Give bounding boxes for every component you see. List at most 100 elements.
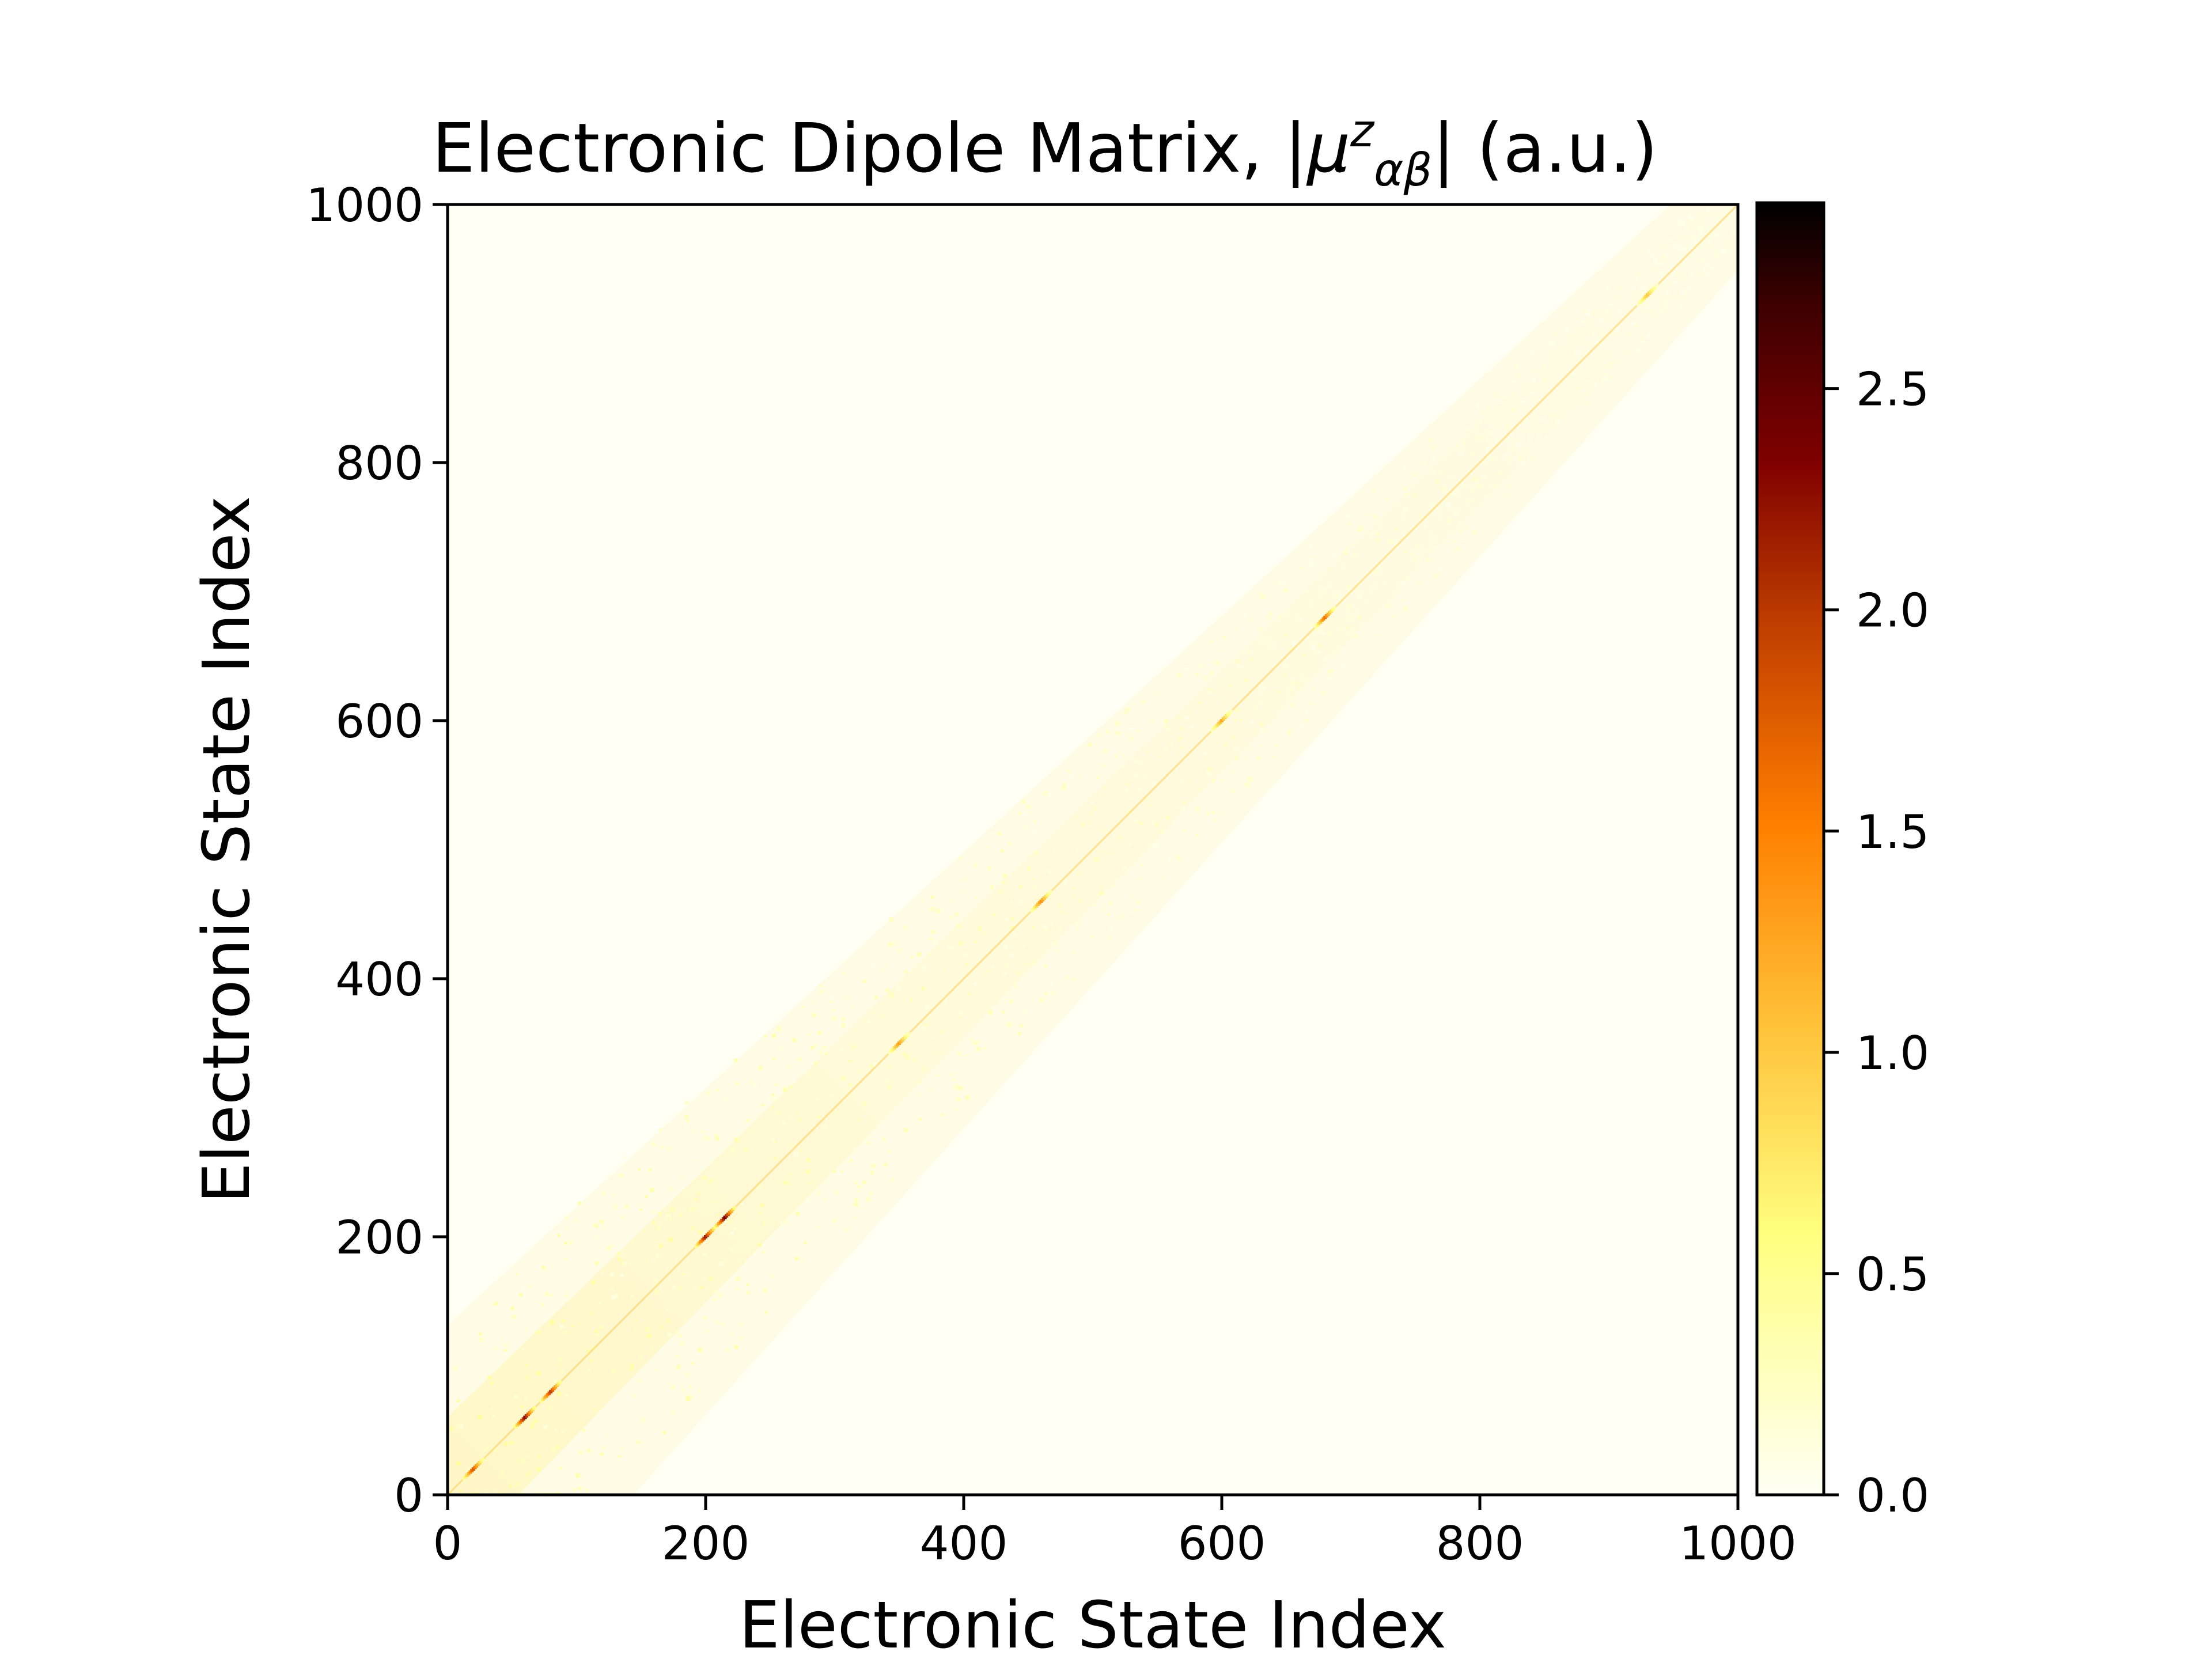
matrix-speckle: [1308, 702, 1312, 706]
matrix-speckle: [1006, 1022, 1012, 1027]
matrix-speckle: [1308, 562, 1312, 566]
matrix-speckle: [1555, 426, 1558, 429]
matrix-speckles: [448, 204, 1738, 1495]
matrix-speckle: [1138, 787, 1142, 791]
matrix-speckle: [1706, 243, 1709, 246]
matrix-speckle: [1010, 900, 1013, 904]
matrix-speckle: [1107, 851, 1110, 855]
matrix-speckle: [1129, 726, 1134, 732]
matrix-speckle: [1415, 544, 1421, 550]
matrix-speckle: [1453, 540, 1456, 543]
matrix-speckle: [568, 1240, 573, 1245]
matrix-speckle: [1708, 254, 1711, 257]
matrix-speckle: [1602, 376, 1607, 381]
matrix-speckle: [1327, 631, 1332, 637]
matrix-speckle: [703, 1252, 707, 1256]
matrix-speckle: [1537, 418, 1541, 421]
matrix-speckle: [923, 1022, 928, 1027]
matrix-speckle: [1414, 557, 1418, 562]
matrix-speckle: [1248, 777, 1253, 782]
matrix-speckle: [848, 1083, 852, 1087]
matrix-speckle: [637, 1378, 641, 1383]
matrix-speckle: [1394, 500, 1399, 505]
matrix-speckle: [868, 1142, 871, 1145]
matrix-speckle: [1230, 768, 1235, 773]
matrix-speckle: [950, 1073, 955, 1077]
matrix-speckle: [688, 1207, 692, 1211]
matrix-speckle: [1224, 700, 1227, 703]
matrix-speckle: [1431, 445, 1436, 450]
matrix-speckle: [1168, 772, 1172, 777]
colorbar-tick-label: 0.0: [1856, 1469, 1929, 1522]
matrix-speckle: [641, 1418, 646, 1422]
matrix-speckle: [888, 1080, 892, 1084]
matrix-speckle: [1559, 369, 1562, 373]
matrix-speckle: [1305, 718, 1309, 723]
matrix-speckle: [1044, 992, 1048, 995]
matrix-speckle: [1117, 835, 1122, 840]
matrix-speckle: [1156, 692, 1160, 695]
matrix-speckle: [1235, 629, 1238, 632]
matrix-speckle: [836, 1110, 839, 1113]
matrix-speckle: [1066, 804, 1069, 806]
matrix-speckle: [698, 1347, 703, 1353]
matrix-speckle: [1109, 927, 1114, 932]
matrix-speckle: [1546, 404, 1550, 408]
matrix-speckle: [965, 963, 968, 966]
matrix-speckle: [1559, 341, 1563, 345]
matrix-speckle: [675, 1330, 680, 1335]
matrix-speckle: [1665, 303, 1669, 308]
matrix-speckle: [1333, 552, 1337, 556]
matrix-speckle: [981, 931, 986, 936]
matrix-speckle: [1696, 204, 1700, 208]
matrix-speckle: [1256, 756, 1261, 760]
matrix-speckle: [1452, 493, 1455, 496]
matrix-speckle: [1089, 820, 1093, 823]
matrix-speckle: [726, 1348, 730, 1352]
matrix-speckle: [866, 1196, 871, 1202]
matrix-speckle: [1470, 452, 1474, 456]
y-axis-label: Electronic State Index: [190, 496, 264, 1203]
matrix-speckle: [1144, 797, 1148, 801]
matrix-speckle: [1374, 584, 1378, 587]
matrix-speckle: [595, 1224, 599, 1228]
matrix-speckle: [1093, 904, 1097, 907]
matrix-speckle: [571, 1325, 574, 1328]
matrix-speckle: [1143, 882, 1146, 885]
matrix-speckle: [1578, 350, 1583, 354]
matrix-speckle: [992, 913, 996, 917]
matrix-speckle: [1455, 488, 1459, 492]
matrix-speckle: [1282, 579, 1286, 584]
matrix-speckle: [1178, 836, 1181, 840]
matrix-speckle: [1092, 806, 1097, 810]
matrix-speckle: [698, 1389, 702, 1392]
matrix-speckle: [1177, 736, 1183, 741]
matrix-speckle: [1520, 460, 1524, 464]
matrix-speckle: [675, 1354, 679, 1358]
matrix-speckle: [1307, 700, 1310, 703]
matrix-speckle: [1182, 801, 1185, 804]
matrix-speckle: [955, 912, 959, 916]
matrix-speckle: [512, 1315, 516, 1319]
matrix-speckle: [645, 1162, 648, 1165]
matrix-speckle: [613, 1293, 619, 1298]
matrix-speckle: [948, 984, 952, 988]
matrix-speckle: [603, 1225, 605, 1228]
matrix-speckle: [1018, 885, 1022, 889]
matrix-speckle: [656, 1225, 661, 1230]
matrix-speckle: [1017, 971, 1022, 976]
matrix-speckle: [1289, 688, 1293, 692]
matrix-speckle: [819, 984, 822, 987]
matrix-speckle: [1391, 472, 1394, 475]
matrix-speckle: [943, 999, 947, 1003]
matrix-speckle: [810, 1046, 815, 1050]
matrix-speckle: [574, 1218, 579, 1223]
matrix-speckle: [1353, 634, 1358, 638]
matrix-speckle: [787, 1065, 792, 1070]
matrix-speckle: [1453, 550, 1456, 554]
matrix-speckle: [1618, 286, 1621, 289]
matrix-speckle: [815, 1044, 817, 1047]
matrix-speckle: [1508, 438, 1511, 442]
matrix-speckle: [791, 1143, 796, 1148]
matrix-speckle: [1233, 686, 1237, 690]
